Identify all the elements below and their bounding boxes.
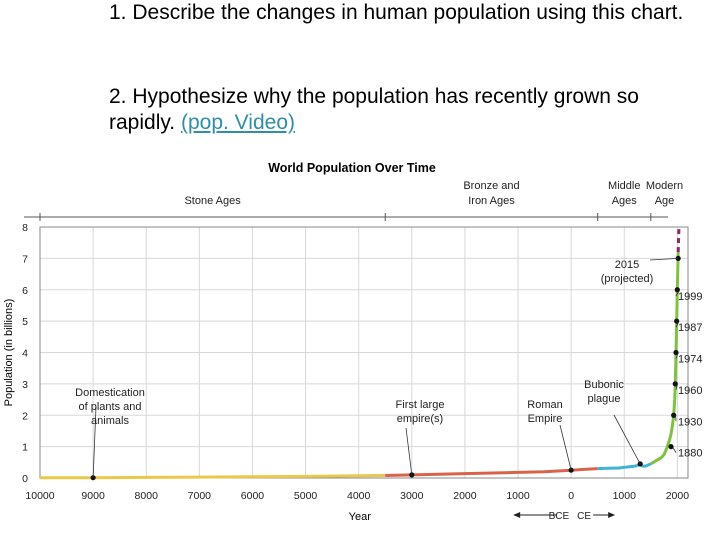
milestone-label: 1999 <box>678 291 702 303</box>
question-2: 2. Hypothesize why the population has re… <box>109 84 689 136</box>
milestone-dot <box>674 287 680 293</box>
annotation-label: First large <box>396 399 445 411</box>
x-tick-label: 8000 <box>135 490 159 502</box>
x-tick-label: 2000 <box>453 490 477 502</box>
y-axis-label: Population (in billions) <box>3 299 15 407</box>
y-tick-label: 6 <box>22 285 28 297</box>
milestone-label: 1960 <box>678 385 702 397</box>
bce-arrow-head <box>513 512 521 518</box>
x-tick-label: 4000 <box>347 490 371 502</box>
milestone-label: 1987 <box>678 322 702 334</box>
projection-line <box>676 226 681 253</box>
y-tick-label: 2 <box>22 410 28 422</box>
annotation-label: Domestication <box>75 387 145 399</box>
x-tick-label: 7000 <box>188 490 212 502</box>
ce-arrow-head <box>608 512 616 518</box>
annotation-dot <box>675 255 681 261</box>
population-series <box>39 226 681 480</box>
population-line-segment <box>385 467 598 477</box>
milestone-leader <box>675 290 680 296</box>
annotation-label: plague <box>587 393 620 405</box>
x-axis-label: Year <box>349 511 372 523</box>
milestone-dot <box>668 444 674 450</box>
annotations: Domestication of plants and animals First l… <box>75 255 681 481</box>
population-line-segment <box>39 474 386 480</box>
y-tick-label: 8 <box>22 222 28 234</box>
chart-title: World Population Over Time <box>268 161 436 175</box>
plot-frame <box>39 226 689 479</box>
y-tick-label: 3 <box>22 379 28 391</box>
x-tick-label: 3000 <box>400 490 424 502</box>
x-tick-label: 9000 <box>81 490 105 502</box>
annotation-label: empire(s) <box>397 413 443 425</box>
annotation-leader <box>649 257 679 261</box>
population-chart: World Population Over Time Stone Ages Bro… <box>3 161 702 523</box>
annotation-leader <box>613 414 641 465</box>
era-brackets: Stone Ages Bronze and Iron Ages Middle Ages M… <box>24 180 683 221</box>
milestone-leader <box>675 321 680 328</box>
x-tick-label: 1000 <box>506 490 530 502</box>
y-tick-label: 7 <box>22 253 28 265</box>
population-line-segment <box>650 252 680 466</box>
era-label: Age <box>655 195 675 207</box>
x-tick-label: 6000 <box>241 490 265 502</box>
annotation-label: animals <box>91 415 129 427</box>
annotation-dot <box>568 467 574 473</box>
annotation-leader <box>559 424 572 471</box>
era-label: Ages <box>612 195 638 207</box>
annotation-label: (projected) <box>601 273 654 285</box>
y-axis-ticks: 0 1 2 3 4 5 6 7 8 <box>22 222 28 485</box>
ce-label: CE <box>577 511 591 522</box>
annotation-leader <box>405 427 413 475</box>
question-2-text: 2. Hypothesize why the population has re… <box>109 85 639 134</box>
milestone-label: 1930 <box>678 416 702 428</box>
annotation-leader <box>92 406 97 478</box>
x-tick-label: 5000 <box>294 490 318 502</box>
bce-ce-note: BCE CE <box>513 511 616 522</box>
y-tick-label: 5 <box>22 316 28 328</box>
annotation-dot <box>637 461 643 467</box>
milestone-dot <box>673 349 679 356</box>
milestone-dot <box>671 412 677 418</box>
milestone-dot <box>672 381 678 387</box>
milestone-label: 1880 <box>678 448 702 460</box>
y-tick-label: 1 <box>22 442 28 454</box>
grid <box>39 227 688 478</box>
annotation-label: 2015 <box>615 259 639 271</box>
x-tick-label: 0 <box>568 490 574 502</box>
milestone-leader <box>675 353 679 359</box>
question-1: 1. Describe the changes in human populat… <box>109 1 684 24</box>
era-label: Iron Ages <box>468 195 515 207</box>
annotation-label: of plants and <box>79 401 142 413</box>
pop-video-link[interactable]: (pop. Video) <box>180 111 296 134</box>
annotation-label: Empire <box>528 413 563 425</box>
era-label: Bronze and <box>463 180 519 192</box>
milestone-leader <box>675 384 678 390</box>
milestone-leader <box>672 447 677 453</box>
milestones: 1880 1930 1960 1974 1987 1999 <box>668 287 702 460</box>
era-label: Modern <box>646 180 683 192</box>
era-label: Stone Ages <box>184 195 241 207</box>
x-tick-label: 10000 <box>25 490 54 502</box>
population-line-segment <box>597 462 652 471</box>
x-tick-label: 1000 <box>613 490 637 502</box>
bce-label: BCE <box>549 511 570 522</box>
y-tick-label: 0 <box>22 473 28 485</box>
era-label: Middle <box>608 180 640 192</box>
annotation-label: Roman <box>527 399 562 411</box>
x-tick-label: 2000 <box>666 490 690 502</box>
milestone-label: 1974 <box>678 354 702 366</box>
y-tick-label: 4 <box>22 348 28 360</box>
milestone-dot <box>674 318 680 324</box>
x-axis-ticks: 10000 9000 8000 7000 6000 5000 4000 3000 2000 100… <box>25 490 689 502</box>
annotation-label: Bubonic <box>584 379 624 391</box>
